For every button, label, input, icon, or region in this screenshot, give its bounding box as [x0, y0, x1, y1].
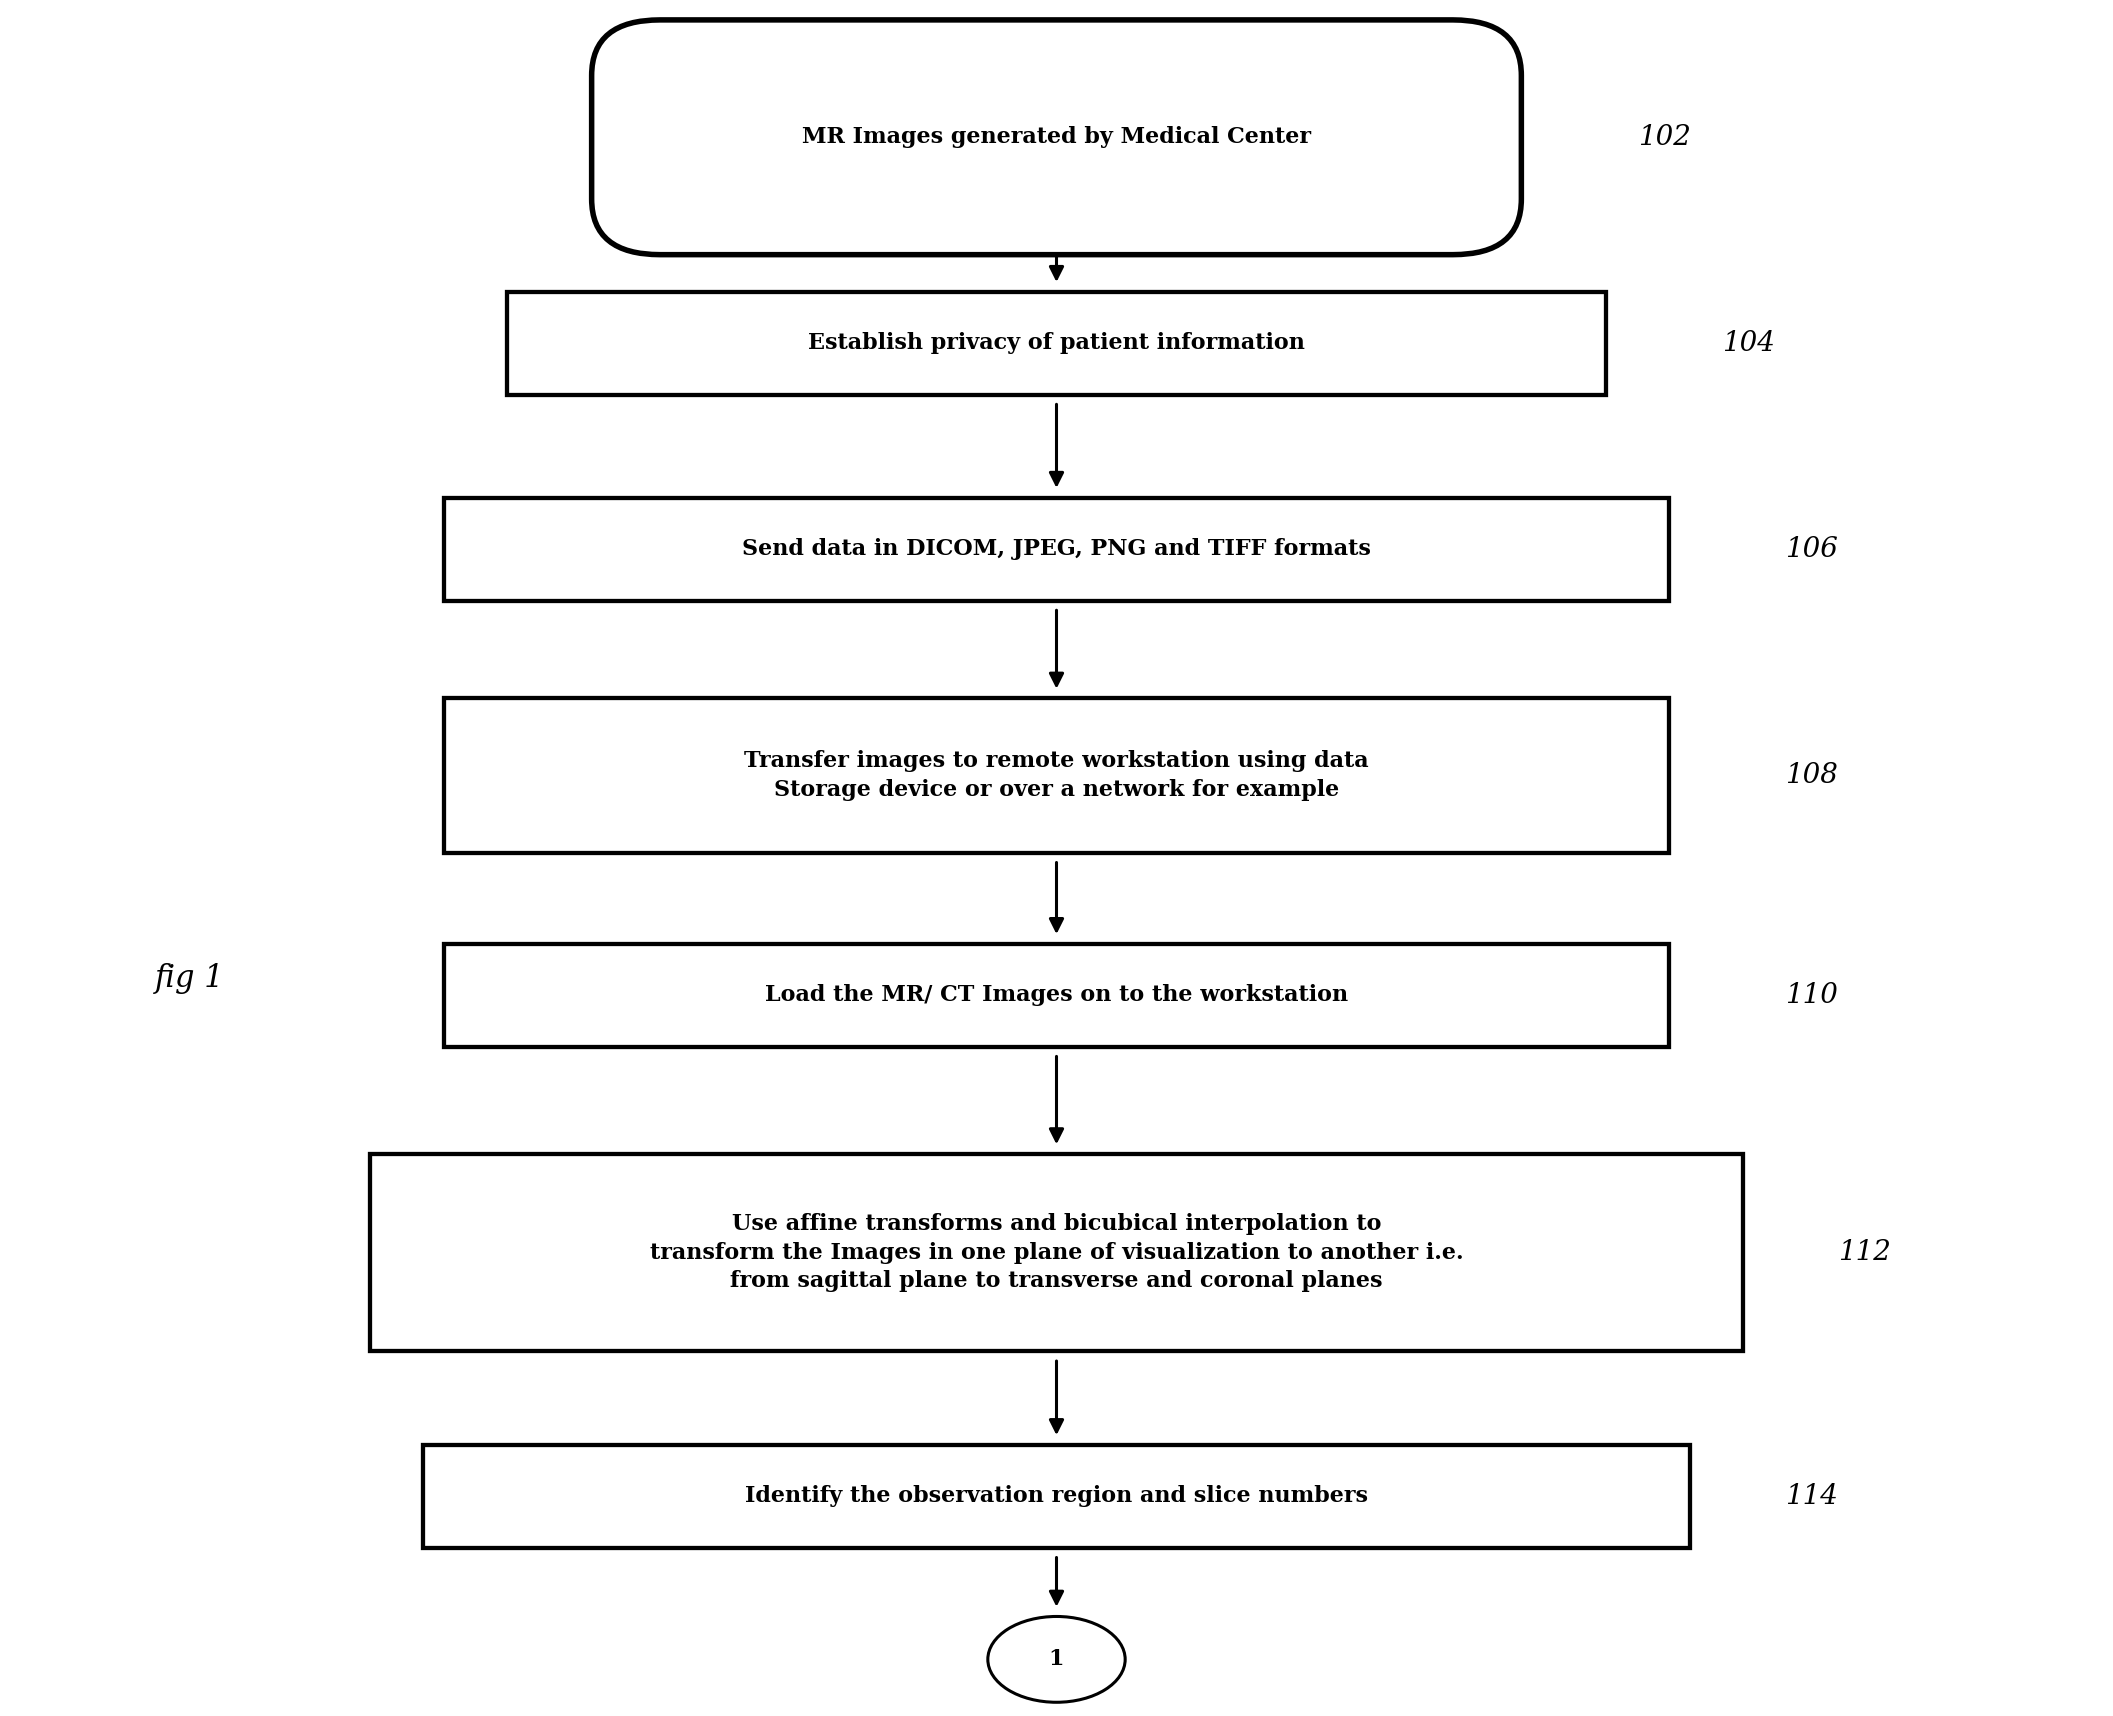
Bar [444, 944, 1669, 1047]
FancyArrowPatch shape [1050, 1361, 1063, 1431]
FancyBboxPatch shape [592, 21, 1521, 254]
Text: Send data in DICOM, JPEG, PNG and TIFF formats: Send data in DICOM, JPEG, PNG and TIFF f… [742, 539, 1371, 559]
FancyArrowPatch shape [1050, 209, 1063, 278]
Text: 110: 110 [1785, 982, 1838, 1009]
Text: Identify the observation region and slice numbers: Identify the observation region and slic… [746, 1486, 1367, 1507]
Text: 104: 104 [1722, 329, 1775, 357]
Text: Transfer images to remote workstation using data
Storage device or over a networ: Transfer images to remote workstation us… [744, 750, 1369, 801]
Bar [370, 1153, 1743, 1352]
Text: 106: 106 [1785, 535, 1838, 563]
Text: 114: 114 [1785, 1483, 1838, 1510]
Bar [444, 498, 1669, 601]
FancyArrowPatch shape [1050, 611, 1063, 685]
Text: 102: 102 [1638, 124, 1690, 151]
FancyArrowPatch shape [1050, 1057, 1063, 1141]
Bar [507, 292, 1606, 395]
Text: fig 1: fig 1 [156, 963, 224, 994]
Text: 108: 108 [1785, 762, 1838, 789]
Text: 112: 112 [1838, 1239, 1891, 1266]
Bar [423, 1445, 1690, 1548]
Text: MR Images generated by Medical Center: MR Images generated by Medical Center [803, 127, 1310, 148]
Ellipse shape [987, 1616, 1124, 1702]
Text: Establish privacy of patient information: Establish privacy of patient information [807, 333, 1306, 353]
FancyArrowPatch shape [1050, 1558, 1063, 1603]
FancyArrowPatch shape [1050, 405, 1063, 484]
Text: 1: 1 [1048, 1649, 1065, 1670]
Bar [444, 698, 1669, 853]
FancyArrowPatch shape [1050, 863, 1063, 930]
Text: Use affine transforms and bicubical interpolation to
transform the Images in one: Use affine transforms and bicubical inte… [649, 1213, 1464, 1292]
Text: Load the MR/ CT Images on to the workstation: Load the MR/ CT Images on to the worksta… [765, 985, 1348, 1006]
